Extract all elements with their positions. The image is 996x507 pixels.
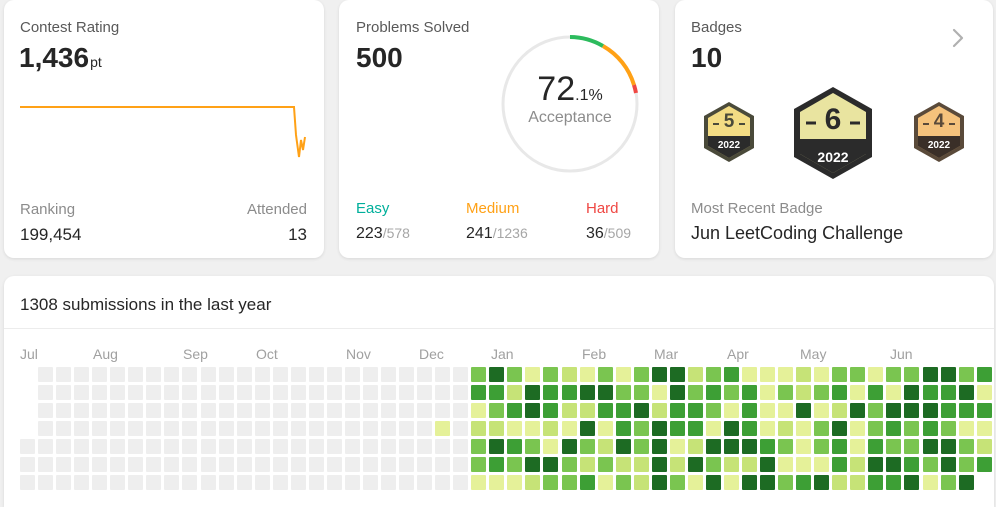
badge-4-number: 4 [933,111,945,132]
month-label-mar: Mar [654,346,679,362]
contest-rating-value: 1,436pt [19,42,102,74]
acceptance-label: Acceptance [528,109,612,126]
month-label-nov: Nov [346,346,371,362]
badges-card: Badges 10 5 2022 6 2022 [675,0,993,258]
chevron-right-icon[interactable] [951,27,965,49]
acceptance-value: 72.1% [537,70,603,108]
month-label-oct: Oct [256,346,278,362]
rating-unit: pt [90,54,102,70]
submissions-card: 1308 submissions in the last year [4,276,994,507]
problems-solved-card: Problems Solved 500 72.1% Acceptance Eas… [339,0,659,258]
ranking-label: Ranking [20,201,76,218]
month-label-may: May [800,346,827,362]
rating-number: 1,436 [19,42,90,73]
attended-value: 13 [288,225,307,244]
badge-5-year: 2022 [717,140,741,151]
badge-4-icon[interactable]: 4 2022 [911,100,967,164]
contest-rating-title: Contest Rating [20,19,120,36]
contest-rating-card: Contest Rating 1,436pt Ranking 199,454 A… [4,0,324,258]
month-label-jun: Jun [890,346,913,362]
easy-count: 223/578 [356,225,410,242]
hard-count: 36/509 [586,225,632,242]
ranking-value: 199,454 [20,225,82,244]
acceptance-ring[interactable] [499,33,641,175]
month-label-apr: Apr [727,346,749,362]
month-label-aug: Aug [93,346,118,362]
rating-trend-chart[interactable] [18,95,318,170]
medium-label: Medium [466,200,520,217]
problems-solved-title: Problems Solved [356,19,470,36]
problems-solved-count: 500 [356,42,403,73]
most-recent-badge-name[interactable]: Jun LeetCoding Challenge [691,223,904,243]
month-label-dec: Dec [419,346,444,362]
badges-count: 10 [691,42,723,73]
most-recent-badge-label: Most Recent Badge [691,200,823,217]
month-label-jan: Jan [491,346,514,362]
month-label-jul: Jul [20,346,38,362]
hard-label: Hard [586,200,619,217]
badge-4-year: 2022 [927,140,951,151]
badge-6-number: 6 [824,103,842,136]
submissions-header: 1308 submissions in the last year [20,295,272,314]
badges-title: Badges [691,19,742,36]
badge-5-icon[interactable]: 5 2022 [701,100,757,164]
month-label-feb: Feb [582,346,607,362]
badge-6-icon[interactable]: 6 2022 [790,85,876,181]
submissions-divider [4,328,994,329]
badge-5-number: 5 [723,111,735,132]
badge-6-year: 2022 [817,149,849,165]
attended-label: Attended [246,201,307,218]
easy-label: Easy [356,200,390,217]
medium-count: 241/1236 [466,225,528,242]
month-label-sep: Sep [183,346,208,362]
